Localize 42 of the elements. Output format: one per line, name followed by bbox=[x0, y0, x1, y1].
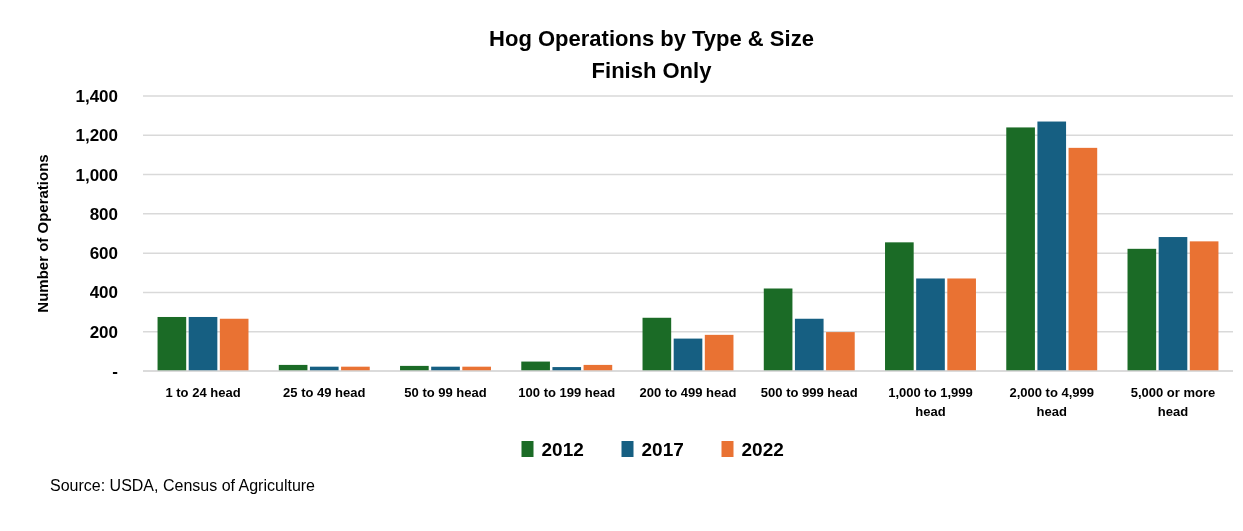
x-tick-label: 100 to 199 head bbox=[518, 385, 616, 400]
x-tick-label: 200 to 499 head bbox=[639, 385, 737, 400]
bar bbox=[1189, 241, 1219, 371]
y-axis-title: Number of Operations bbox=[34, 154, 51, 313]
bar bbox=[885, 242, 914, 371]
x-tick-label: 2,000 to 4,999 head bbox=[1009, 385, 1095, 419]
bar bbox=[763, 288, 793, 371]
x-tick-label: 1 to 24 head bbox=[165, 385, 241, 400]
legend-label: 2017 bbox=[641, 438, 684, 460]
x-tick-label: 25 to 49 head bbox=[283, 385, 366, 400]
bar bbox=[1127, 248, 1157, 371]
y-tick-label: 400 bbox=[89, 283, 118, 303]
bar bbox=[916, 278, 945, 371]
x-tick-label: 50 to 99 head bbox=[404, 385, 487, 400]
chart-title: Hog Operations by Type & Size bbox=[489, 26, 814, 51]
bar bbox=[642, 317, 672, 371]
source-note: Source: USDA, Census of Agriculture bbox=[50, 477, 316, 494]
y-tick-label: 200 bbox=[89, 322, 118, 342]
bar bbox=[1037, 121, 1067, 371]
bar bbox=[1158, 237, 1188, 371]
y-tick-label: 1,000 bbox=[75, 165, 118, 185]
x-tick-label: 1,000 to 1,999 head bbox=[888, 385, 973, 419]
x-tick-label: 5,000 or more head bbox=[1130, 385, 1216, 419]
bar bbox=[704, 334, 734, 371]
bar bbox=[947, 278, 976, 371]
bar bbox=[673, 338, 703, 371]
bar bbox=[1068, 147, 1098, 371]
y-tick-label: 600 bbox=[89, 244, 118, 264]
y-tick-label: - bbox=[112, 361, 118, 381]
bar bbox=[188, 316, 218, 371]
y-tick-label: 800 bbox=[89, 204, 118, 224]
bar bbox=[826, 332, 855, 371]
chart-subtitle: Finish Only bbox=[591, 58, 713, 83]
bar bbox=[219, 318, 249, 371]
y-tick-label: 1,400 bbox=[75, 86, 118, 106]
legend-label: 2022 bbox=[741, 438, 784, 460]
y-tick-label: 1,200 bbox=[75, 126, 118, 146]
bar bbox=[794, 318, 824, 371]
bar bbox=[157, 316, 187, 371]
bar bbox=[1006, 127, 1035, 371]
legend-label: 2012 bbox=[541, 438, 584, 460]
x-tick-label: 500 to 999 head bbox=[760, 385, 858, 400]
